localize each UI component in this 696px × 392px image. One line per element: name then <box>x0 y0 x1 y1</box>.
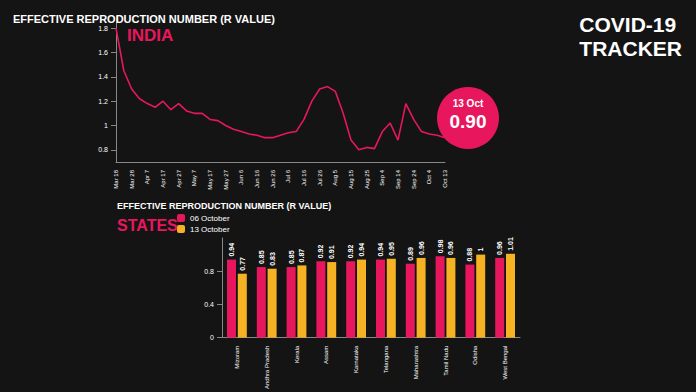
svg-text:0.94: 0.94 <box>358 243 365 257</box>
svg-text:Oct 4: Oct 4 <box>426 169 432 184</box>
svg-text:STATES: STATES <box>117 217 178 234</box>
svg-text:0.98: 0.98 <box>437 240 444 254</box>
svg-text:0.85: 0.85 <box>258 250 265 264</box>
svg-text:Karnataka: Karnataka <box>353 345 359 373</box>
svg-text:Aug 25: Aug 25 <box>364 169 370 189</box>
svg-text:Sep 24: Sep 24 <box>411 169 417 189</box>
svg-text:0.92: 0.92 <box>347 245 354 259</box>
svg-text:13 Oct: 13 Oct <box>453 98 484 109</box>
svg-text:May 27: May 27 <box>223 169 229 189</box>
svg-text:0.90: 0.90 <box>450 111 487 132</box>
svg-text:0.85: 0.85 <box>288 250 295 264</box>
svg-text:Apr 17: Apr 17 <box>160 169 166 187</box>
svg-text:West Bengal: West Bengal <box>502 346 508 380</box>
svg-text:Odisha: Odisha <box>472 345 478 365</box>
svg-text:Mar 18: Mar 18 <box>113 169 119 188</box>
svg-text:Tamil Nadu: Tamil Nadu <box>443 346 449 376</box>
svg-text:0.88: 0.88 <box>466 248 473 262</box>
svg-text:INDIA: INDIA <box>127 26 173 45</box>
svg-text:0.83: 0.83 <box>269 252 276 266</box>
svg-text:1.6: 1.6 <box>98 49 108 56</box>
svg-text:0.8: 0.8 <box>98 146 108 153</box>
svg-text:May 7: May 7 <box>191 169 197 186</box>
svg-text:0.89: 0.89 <box>407 247 414 261</box>
svg-text:0.77: 0.77 <box>239 257 246 271</box>
svg-text:0.96: 0.96 <box>496 241 503 255</box>
svg-text:Aug 15: Aug 15 <box>348 169 354 189</box>
svg-text:Mar 28: Mar 28 <box>129 169 135 188</box>
svg-text:Oct 13: Oct 13 <box>442 169 448 187</box>
svg-text:Aug 5: Aug 5 <box>332 169 338 185</box>
svg-text:EFFECTIVE REPRODUCTION NUMBER: EFFECTIVE REPRODUCTION NUMBER (R VALUE) <box>117 201 331 211</box>
svg-text:1: 1 <box>104 122 108 129</box>
svg-text:1.8: 1.8 <box>98 25 108 32</box>
svg-text:Jun 6: Jun 6 <box>238 169 244 184</box>
svg-text:0.91: 0.91 <box>328 245 335 259</box>
svg-text:TRACKER: TRACKER <box>579 37 682 60</box>
svg-text:0.8: 0.8 <box>204 268 214 275</box>
svg-text:Kerala: Kerala <box>294 345 300 363</box>
svg-text:COVID-19: COVID-19 <box>579 13 676 36</box>
svg-text:Sep 4: Sep 4 <box>379 169 385 185</box>
svg-text:Maharashtra: Maharashtra <box>413 345 419 379</box>
svg-text:0.4: 0.4 <box>204 301 214 308</box>
svg-text:0.94: 0.94 <box>228 243 235 257</box>
svg-text:May 17: May 17 <box>207 169 213 189</box>
svg-text:Mizoram: Mizoram <box>234 346 240 369</box>
svg-text:0.94: 0.94 <box>377 243 384 257</box>
svg-text:Jun 26: Jun 26 <box>270 169 276 188</box>
svg-text:Jun 16: Jun 16 <box>254 169 260 188</box>
svg-text:0.95: 0.95 <box>388 242 395 256</box>
svg-text:1.4: 1.4 <box>98 73 108 80</box>
svg-text:Apr 7: Apr 7 <box>144 169 150 184</box>
svg-text:0.96: 0.96 <box>447 241 454 255</box>
svg-text:Assam: Assam <box>323 346 329 364</box>
svg-text:0.96: 0.96 <box>418 241 425 255</box>
svg-text:Sep 14: Sep 14 <box>395 169 401 189</box>
svg-text:Andhra Pradesh: Andhra Pradesh <box>264 346 270 389</box>
svg-text:Apr 27: Apr 27 <box>176 169 182 187</box>
svg-text:0.92: 0.92 <box>317 245 324 259</box>
svg-text:EFFECTIVE REPRODUCTION NUMBER: EFFECTIVE REPRODUCTION NUMBER (R VALUE) <box>13 13 275 25</box>
svg-text:0.87: 0.87 <box>298 249 305 263</box>
svg-text:13 October: 13 October <box>190 225 230 234</box>
svg-text:Jul 16: Jul 16 <box>301 169 307 186</box>
svg-text:0: 0 <box>210 334 214 341</box>
svg-text:Jul 26: Jul 26 <box>317 169 323 186</box>
svg-text:1: 1 <box>477 248 484 252</box>
svg-text:Telangana: Telangana <box>383 345 389 373</box>
svg-text:06 October: 06 October <box>190 214 230 223</box>
svg-text:Jul 6: Jul 6 <box>285 169 291 182</box>
svg-text:1.01: 1.01 <box>507 237 514 251</box>
svg-text:1.2: 1.2 <box>98 98 108 105</box>
